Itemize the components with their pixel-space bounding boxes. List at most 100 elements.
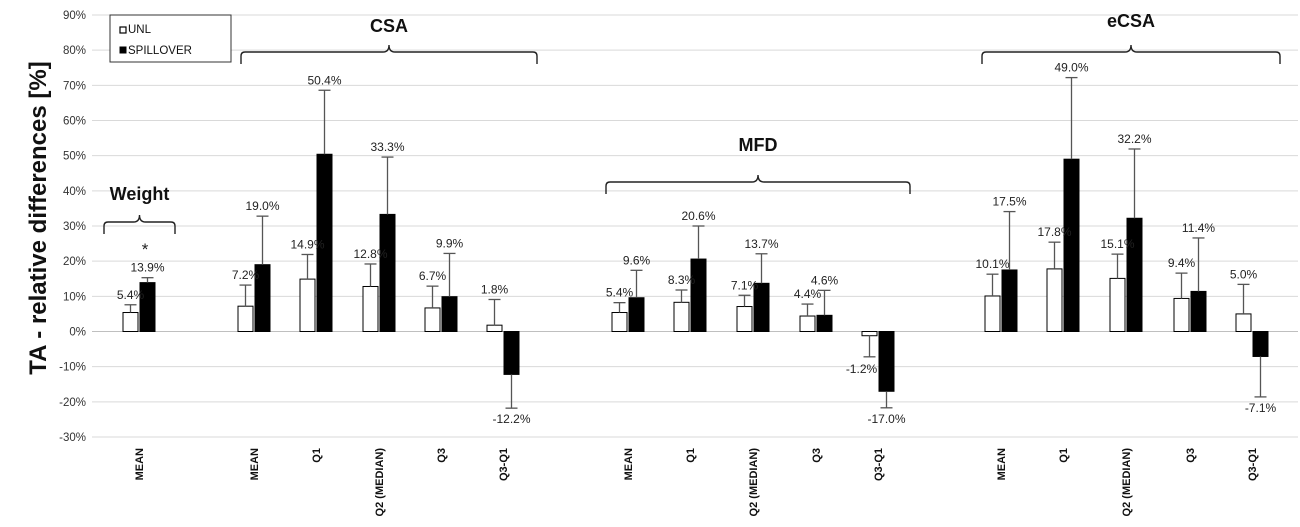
y-tick-label: 0%	[69, 327, 86, 339]
bar-spillover	[878, 331, 895, 392]
bar-spillover	[1126, 217, 1143, 332]
group-bracket	[103, 214, 176, 234]
data-label: 7.2%	[232, 268, 260, 282]
y-tick-label: 10%	[63, 291, 86, 303]
data-label: 8.3%	[668, 273, 696, 287]
data-label: -1.2%	[846, 362, 878, 376]
group-bracket	[240, 44, 538, 64]
bar-spillover	[1063, 158, 1080, 332]
legend-box	[109, 14, 232, 63]
data-label: 7.1%	[731, 278, 759, 292]
bar-unl	[736, 306, 753, 333]
group-label: eCSA	[1107, 11, 1155, 31]
bar-unl	[1235, 313, 1252, 332]
x-tick-label: Q1	[685, 448, 697, 463]
y-tick-label: 40%	[63, 186, 86, 198]
bar-unl	[611, 312, 628, 333]
data-label: 5.4%	[117, 288, 145, 302]
group-label: MFD	[739, 135, 778, 155]
data-label: 17.5%	[992, 195, 1026, 209]
y-axis: -30% -20% -10% 0% 10% 20% 30% 40% 50% 60% 70% 80% 90…	[59, 10, 86, 444]
bar-unl	[673, 301, 690, 333]
data-label: 17.8%	[1037, 225, 1071, 239]
data-label: 32.2%	[1117, 132, 1151, 146]
bar-spillover	[441, 296, 458, 332]
bar-unl	[486, 324, 503, 333]
data-label: 14.9%	[290, 237, 324, 251]
bar-spillover	[1190, 290, 1207, 333]
x-tick-label: MEAN	[623, 448, 635, 480]
y-tick-label: 80%	[63, 45, 86, 57]
y-tick-label: 60%	[63, 116, 86, 128]
y-tick-label: 90%	[63, 10, 86, 22]
data-label: 12.8%	[353, 247, 387, 261]
y-tick-label: -30%	[59, 432, 86, 444]
data-label: -7.1%	[1245, 401, 1277, 415]
x-tick-label: MEAN	[996, 448, 1008, 480]
group-brackets: Weight * CSA MFD eCSA	[103, 11, 1281, 259]
bar-unl	[1109, 277, 1126, 333]
legend: UNL SPILLOVER	[109, 14, 232, 63]
significance-marker: *	[142, 240, 149, 259]
x-tick-label: Q3	[1185, 448, 1197, 463]
data-label: 9.9%	[436, 236, 464, 250]
data-label: 6.7%	[419, 269, 447, 283]
x-tick-label: Q3	[436, 448, 448, 463]
data-label: 49.0%	[1054, 61, 1088, 75]
legend-swatch-unl	[119, 26, 127, 34]
data-label: 4.6%	[811, 273, 839, 287]
bar-unl	[861, 331, 878, 337]
y-axis-title: TA - relative differences [%]	[25, 61, 52, 374]
bar-spillover	[1001, 269, 1018, 333]
group-bracket	[605, 174, 911, 194]
data-label: 4.4%	[794, 287, 822, 301]
bar-unl	[1046, 268, 1063, 332]
x-tick-label: Q2 (MEDIAN)	[374, 448, 386, 517]
y-tick-label: -10%	[59, 362, 86, 374]
bar-spillover	[628, 297, 645, 332]
legend-label-spillover: SPILLOVER	[128, 45, 192, 57]
x-tick-label: Q3-Q1	[498, 448, 510, 481]
x-tick-label: Q3-Q1	[1247, 448, 1259, 481]
x-axis: MEAN MEAN Q1 Q2 (MEDIAN) Q3 Q3-Q1 MEAN Q1 Q2 (ME…	[134, 448, 1259, 517]
data-label: 50.4%	[307, 73, 341, 87]
data-label: 1.8%	[481, 282, 509, 296]
x-tick-label: Q1	[311, 448, 323, 463]
data-labels: 5.4% 13.9% 7.2% 19.0% 14.9% 50.4% 12.8% 33.3% 6.…	[117, 61, 1277, 427]
bar-unl	[237, 305, 254, 332]
legend-label-unl: UNL	[128, 24, 152, 36]
data-label: -12.2%	[492, 412, 530, 426]
data-label: 13.9%	[130, 261, 164, 275]
bar-unl	[799, 315, 816, 333]
x-tick-label: Q3	[811, 448, 823, 463]
data-label: 10.1%	[975, 257, 1009, 271]
data-label: 5.0%	[1230, 267, 1258, 281]
data-label: 9.4%	[1168, 256, 1196, 270]
bar-unl	[1173, 297, 1190, 332]
data-label: 9.6%	[623, 253, 651, 267]
bar-unl	[424, 307, 441, 332]
data-label: 11.4%	[1182, 221, 1215, 235]
bar-spillover	[1252, 331, 1269, 357]
y-tick-label: 30%	[63, 221, 86, 233]
y-tick-label: 20%	[63, 256, 86, 268]
group-bracket	[981, 44, 1281, 64]
data-label: 33.3%	[370, 140, 404, 154]
bar-spillover	[503, 331, 520, 375]
x-tick-label: MEAN	[249, 448, 261, 480]
x-tick-label: Q1	[1058, 448, 1070, 463]
data-label: 15.1%	[1100, 237, 1134, 251]
group-label: CSA	[370, 16, 408, 36]
data-label: 13.7%	[744, 237, 778, 251]
data-label: 19.0%	[245, 199, 279, 213]
x-tick-label: Q3-Q1	[873, 448, 885, 481]
bar-spillover	[816, 314, 833, 332]
data-label: -17.0%	[867, 412, 905, 426]
data-label: 5.4%	[606, 286, 634, 300]
data-label: 20.6%	[681, 209, 715, 223]
legend-swatch-spillover	[119, 46, 127, 54]
bar-spillover	[690, 258, 707, 333]
bars	[122, 76, 1269, 409]
bar-unl	[299, 278, 316, 332]
